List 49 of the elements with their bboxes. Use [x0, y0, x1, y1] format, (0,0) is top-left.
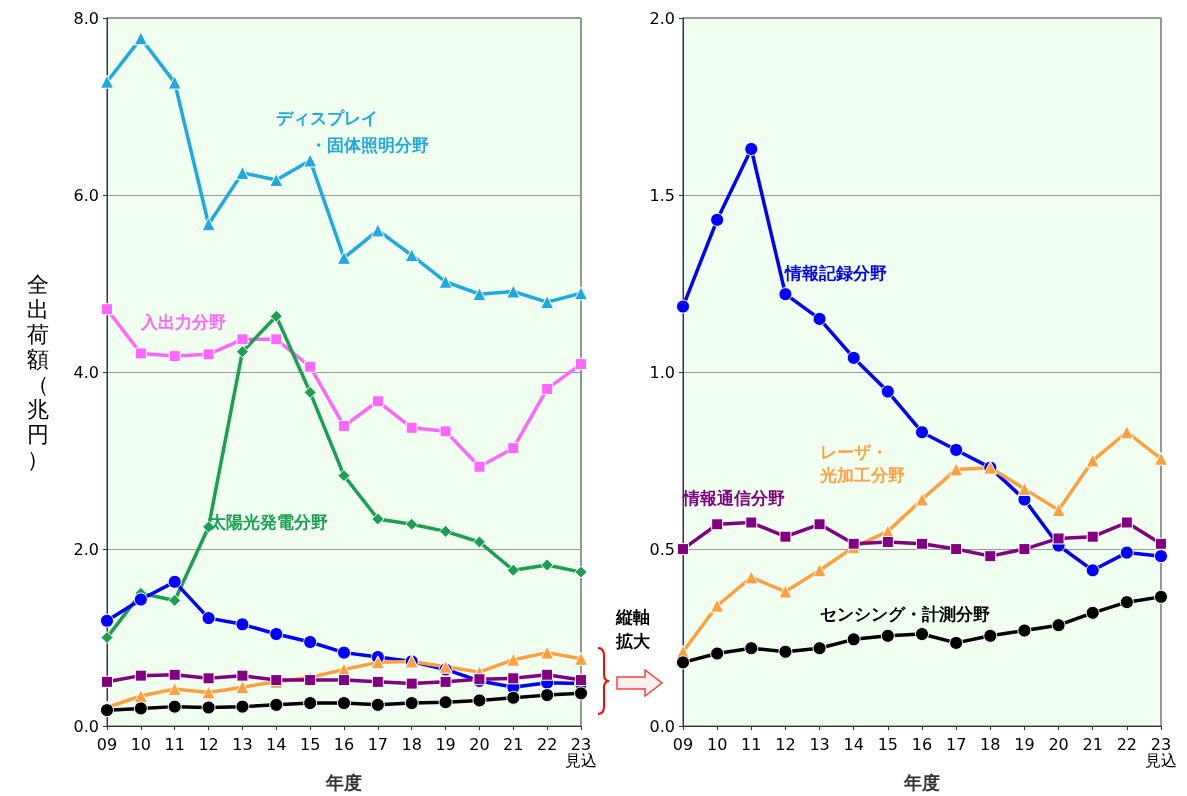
x-tick-label: 11 [164, 734, 185, 754]
text: 縦軸拡大 [616, 606, 651, 653]
series-label: 情報記録分野 [784, 262, 888, 283]
y-tick-label: 0.5 [649, 539, 675, 559]
x-tick-label: 19 [435, 734, 456, 754]
x-tick-label: 13 [809, 734, 830, 754]
x-tick-label: 22 [536, 734, 558, 754]
x-tick-label: 11 [741, 734, 762, 754]
x-tick-label: 09 [96, 734, 118, 754]
y-tick-label: 4.0 [73, 362, 99, 382]
series-label: 入出力分野 [139, 312, 226, 333]
y-tick-label: 2.0 [73, 539, 99, 559]
x-tick-label: 22 [1116, 734, 1138, 754]
x-axis-title: 年度 [325, 771, 362, 793]
y-tick-label: 0.0 [649, 716, 675, 736]
x-tick-label: 09 [672, 734, 694, 754]
x-tick-label: 10 [706, 734, 728, 754]
x-tick-label: 10 [130, 734, 152, 754]
x-tick-label: 15 [877, 734, 899, 754]
y-tick-label: 6.0 [73, 185, 99, 205]
x-tick-label: 20 [1048, 734, 1069, 754]
x-axis-title: 年度 [903, 771, 940, 793]
x-tick-label: 14 [843, 734, 864, 754]
y-tick-label: 0.0 [73, 716, 99, 736]
x-tick-label: 15 [299, 734, 321, 754]
series-label: ディスプレイ・固体照明分野 [276, 108, 430, 155]
x-tick-label: 18 [980, 734, 1001, 754]
x-tick-label: 12 [198, 734, 219, 754]
series-label: レーザ・光加工分野 [818, 441, 905, 485]
x-tick-label: 14 [266, 734, 287, 754]
x-tick-label: 23 見込 [565, 734, 597, 770]
x-tick-label: 12 [775, 734, 796, 754]
x-tick-label: 20 [469, 734, 490, 754]
y-axis-title: 全出荷額（兆円） [27, 272, 49, 472]
x-tick-label: 17 [945, 734, 967, 754]
y-tick-label: 1.5 [649, 185, 675, 205]
y-tick-label: 2.0 [649, 8, 675, 28]
x-tick-label: 21 [503, 734, 524, 754]
y-tick-label: 8.0 [73, 8, 99, 28]
x-tick-label: 17 [367, 734, 389, 754]
x-tick-label: 13 [232, 734, 253, 754]
x-tick-label: 16 [333, 734, 355, 754]
x-tick-label: 16 [911, 734, 933, 754]
x-tick-label: 19 [1014, 734, 1035, 754]
y-tick-label: 1.0 [649, 362, 675, 382]
series-label: センシング・計測分野 [819, 604, 990, 625]
x-tick-label: 23 見込 [1145, 734, 1177, 770]
x-tick-label: 18 [401, 734, 422, 754]
x-tick-label: 21 [1082, 734, 1103, 754]
